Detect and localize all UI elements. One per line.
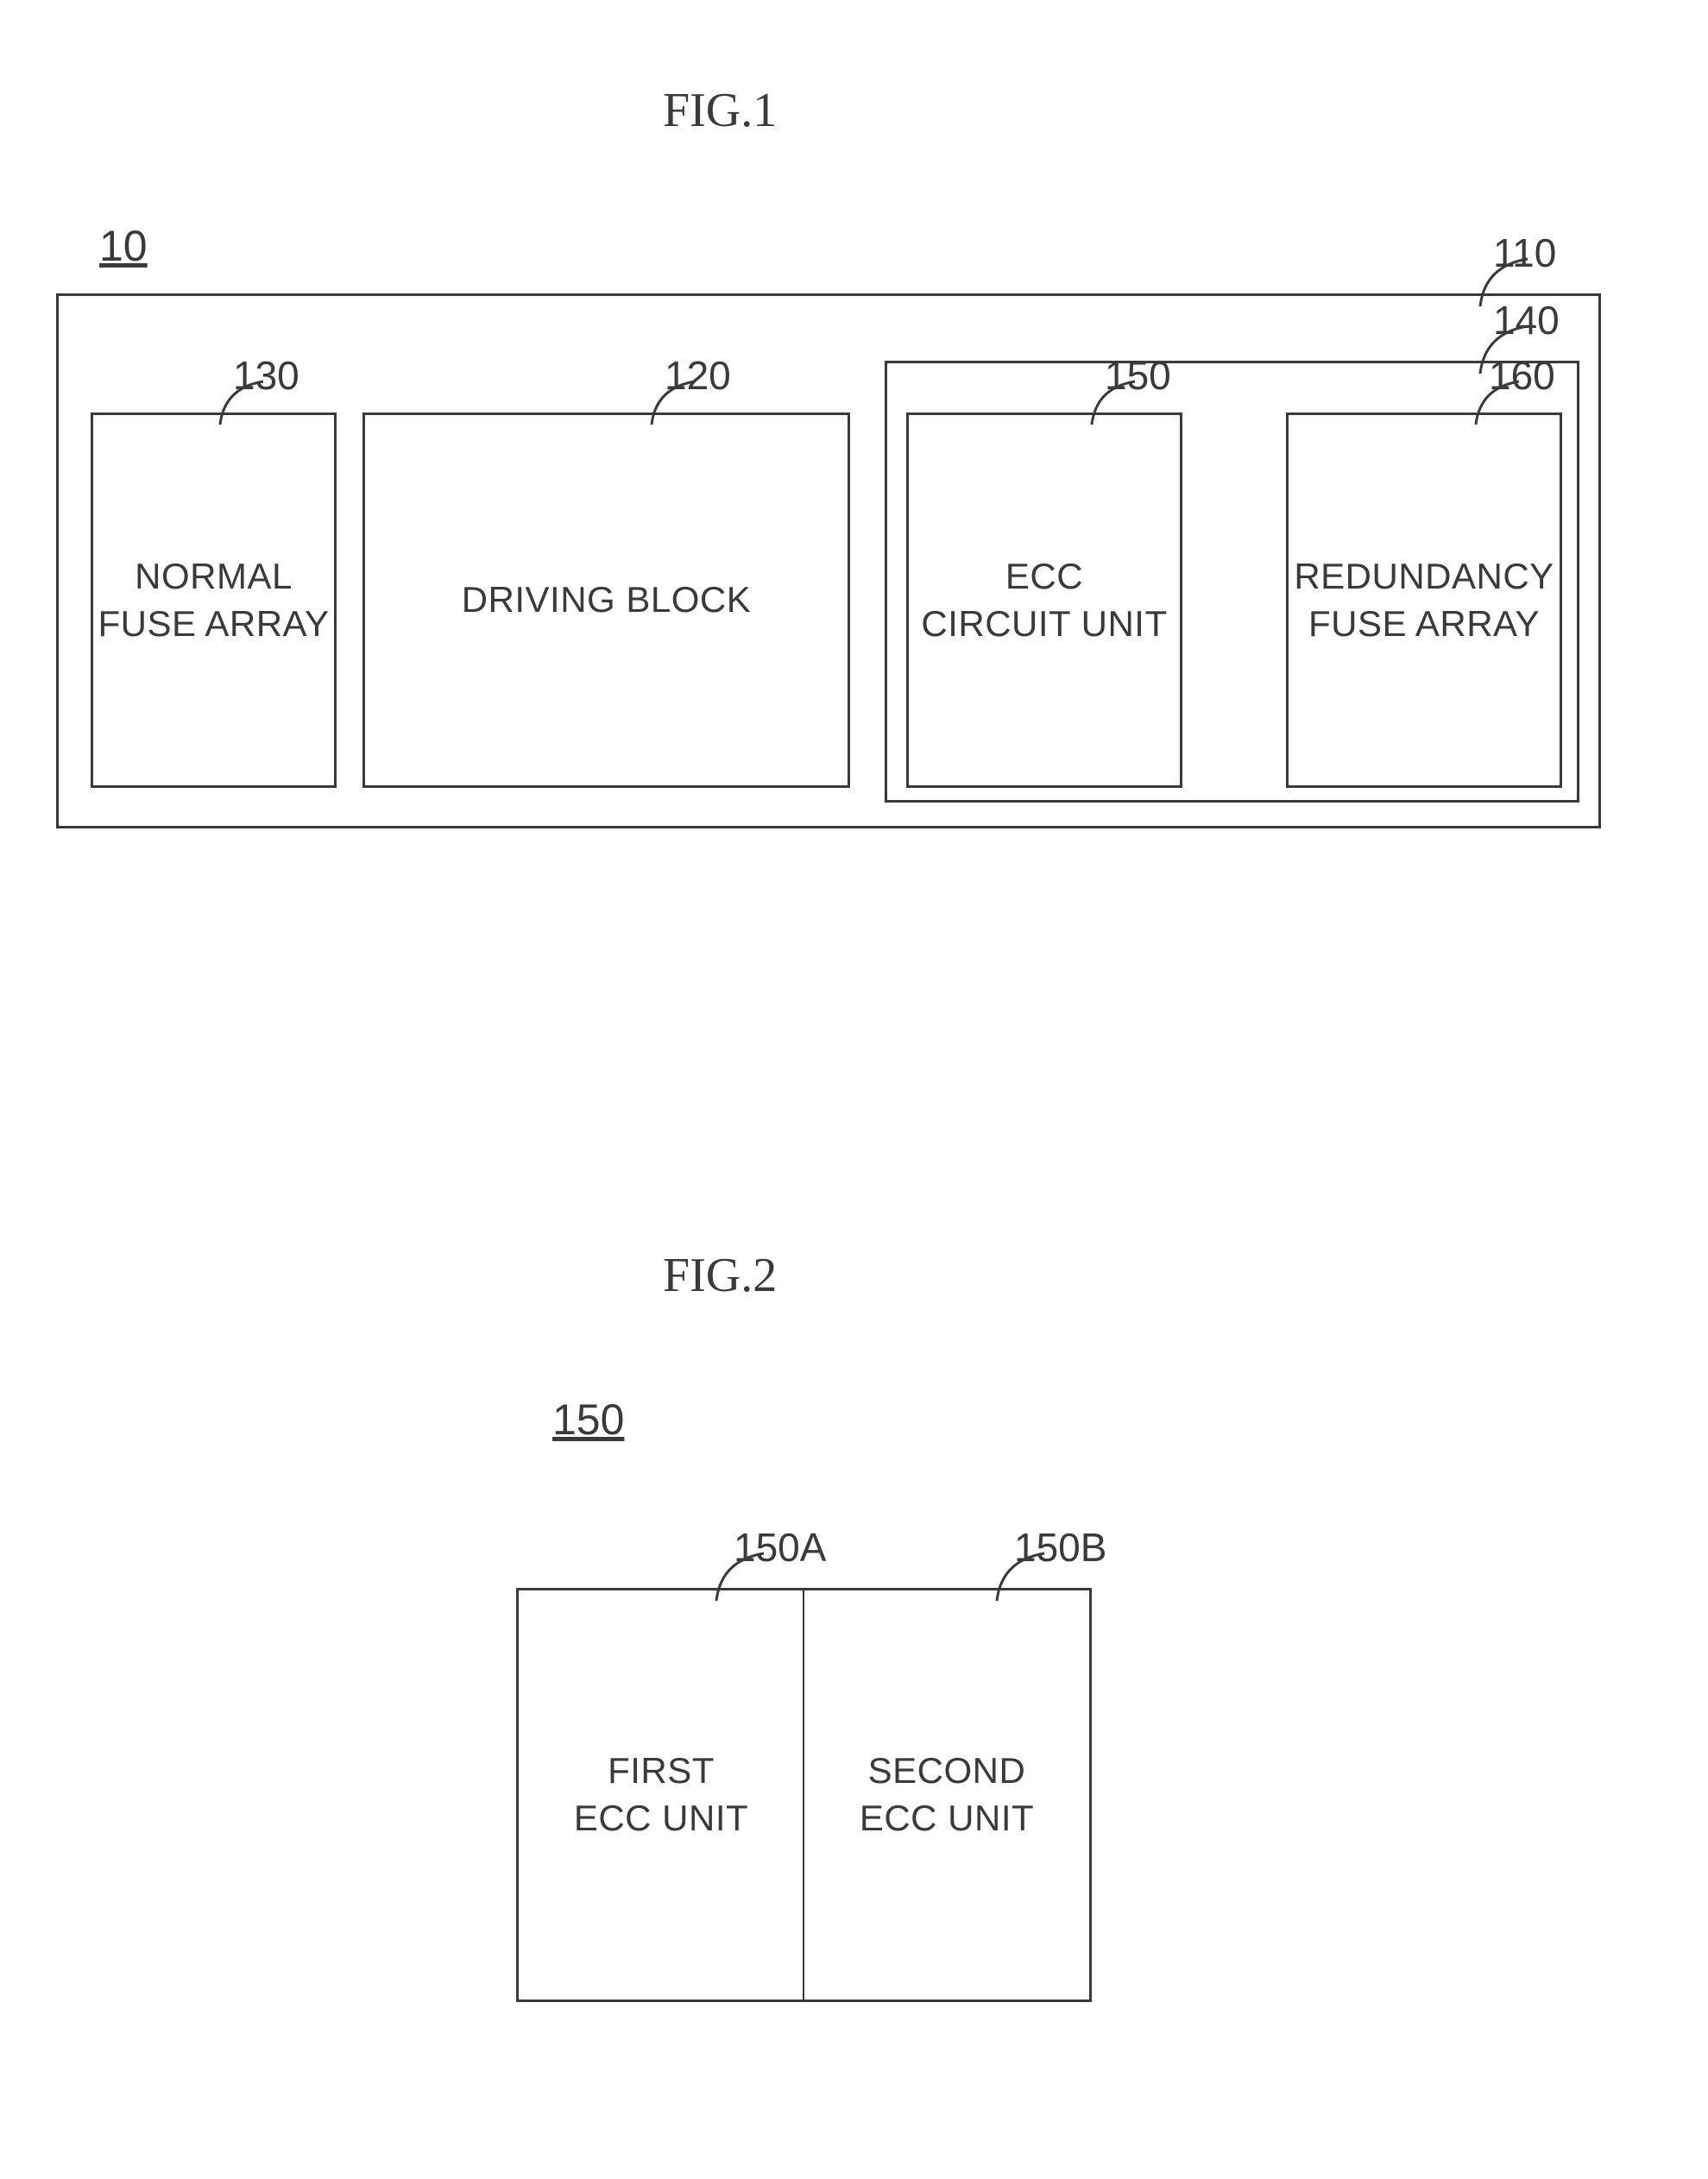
fig2-box-150A: FIRST ECC UNIT xyxy=(516,1588,805,2002)
fig1-box-160-label: REDUNDANCY FUSE ARRAY xyxy=(1294,553,1554,647)
fig1-ref-main: 10 xyxy=(99,224,148,268)
fig2-title: FIG.2 xyxy=(663,1251,777,1300)
fig2-box-150A-label: FIRST ECC UNIT xyxy=(574,1748,748,1842)
leader-path xyxy=(1476,381,1519,425)
fig1-box-160: REDUNDANCY FUSE ARRAY xyxy=(1286,412,1562,788)
fig2-leader-150B xyxy=(997,1553,1044,1601)
fig2-box-150B: SECOND ECC UNIT xyxy=(803,1588,1092,2002)
fig1-leader-130 xyxy=(220,381,263,425)
leader-path xyxy=(652,381,695,425)
fig1-box-150: ECC CIRCUIT UNIT xyxy=(906,412,1182,788)
fig1-leader-160 xyxy=(1476,381,1519,425)
fig1-leader-120 xyxy=(652,381,695,425)
leader-path xyxy=(997,1553,1044,1601)
leader-path xyxy=(716,1553,764,1601)
leader-path xyxy=(220,381,263,425)
page-root: FIG.1 10 110 140 NORMAL FUSE ARRAY 130 D… xyxy=(0,0,1708,2179)
fig1-box-120-label: DRIVING BLOCK xyxy=(462,576,752,624)
fig1-box-130-label: NORMAL FUSE ARRAY xyxy=(98,553,330,647)
leader-path xyxy=(1092,381,1135,425)
fig1-box-130: NORMAL FUSE ARRAY xyxy=(91,412,337,788)
fig1-leader-150 xyxy=(1092,381,1135,425)
fig1-box-120: DRIVING BLOCK xyxy=(362,412,850,788)
fig2-box-150B-label: SECOND ECC UNIT xyxy=(860,1748,1034,1842)
fig1-title: FIG.1 xyxy=(663,86,777,135)
fig1-box-150-label: ECC CIRCUIT UNIT xyxy=(921,553,1167,647)
fig2-ref-main: 150 xyxy=(552,1398,624,1441)
fig2-leader-150A xyxy=(716,1553,764,1601)
